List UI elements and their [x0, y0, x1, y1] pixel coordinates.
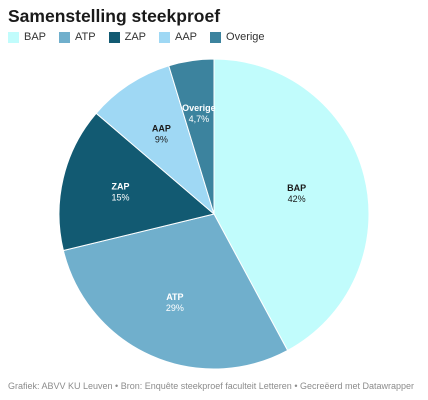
legend-label-aap: AAP: [175, 31, 198, 43]
legend-swatch-aap: [159, 31, 170, 43]
legend-item-aap: AAP: [159, 31, 197, 43]
slice-value-zap: 15%: [112, 193, 130, 203]
legend-label-zap: ZAP: [124, 31, 146, 43]
legend-label-overige: Overige: [226, 31, 265, 43]
legend-swatch-bap: [8, 31, 19, 43]
slice-value-bap: 42%: [288, 194, 306, 204]
pie-slice-overige: [168, 58, 215, 215]
legend-label-atp: ATP: [75, 31, 96, 43]
chart-title: Samenstelling steekproef: [8, 6, 221, 26]
legend-item-overige: Overige: [210, 31, 265, 43]
legend: BAP ATP ZAP AAP Overige: [8, 31, 278, 43]
legend-item-bap: BAP: [8, 31, 46, 43]
legend-item-atp: ATP: [59, 31, 96, 43]
slice-value-atp: 29%: [166, 303, 184, 313]
legend-item-zap: ZAP: [108, 31, 146, 43]
pie-slice-zap: [58, 112, 216, 252]
pie-slice-aap: [95, 65, 215, 216]
legend-swatch-overige: [210, 31, 222, 43]
legend-label-bap: BAP: [24, 31, 47, 43]
slice-value-aap: 9%: [155, 135, 168, 145]
slice-label-zap: ZAP: [112, 182, 130, 192]
slice-label-overige: Overige: [182, 103, 216, 113]
legend-swatch-zap: [108, 31, 120, 43]
footer-credits: Grafiek: ABVV KU Leuven • Bron: Enquête …: [8, 381, 415, 391]
legend-swatch-atp: [59, 31, 71, 43]
slice-label-aap: AAP: [152, 124, 171, 134]
slice-label-atp: ATP: [166, 292, 183, 302]
slice-value-overige: 4,7%: [189, 114, 210, 124]
pie-slice-bap: [213, 58, 370, 352]
pie-slice-atp: [62, 213, 289, 370]
slice-label-bap: BAP: [287, 183, 306, 193]
